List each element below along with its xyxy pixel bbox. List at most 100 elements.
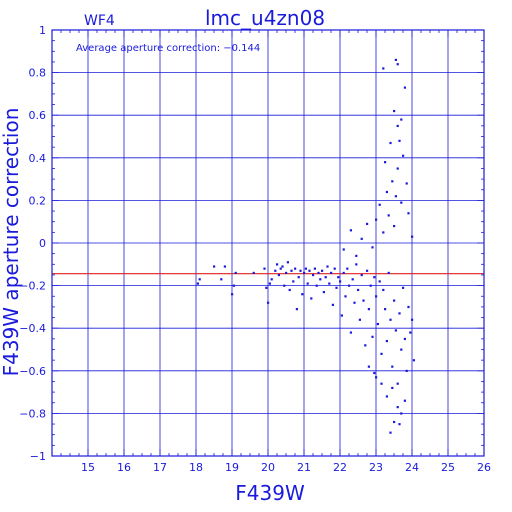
data-point xyxy=(405,182,408,185)
data-point xyxy=(313,267,316,270)
plot-frame xyxy=(51,29,485,457)
y-tick-label: 0 xyxy=(39,237,46,250)
data-point xyxy=(398,139,401,142)
data-point xyxy=(396,167,399,170)
data-point xyxy=(403,337,406,341)
data-point xyxy=(315,284,318,287)
data-point xyxy=(324,276,327,279)
data-point xyxy=(396,124,399,128)
data-point xyxy=(344,295,347,298)
data-point xyxy=(357,288,360,292)
data-point xyxy=(385,339,388,343)
data-point xyxy=(366,269,369,272)
data-point xyxy=(367,365,370,368)
y-tick-label: −0.2 xyxy=(19,280,46,293)
data-point xyxy=(400,118,403,121)
x-tick-label: 16 xyxy=(117,461,131,474)
data-point xyxy=(393,109,396,113)
y-tick-label: −0.6 xyxy=(19,365,46,378)
x-tick-label: 22 xyxy=(333,461,347,474)
data-point xyxy=(391,386,394,390)
data-point xyxy=(306,282,309,285)
data-point xyxy=(405,369,408,372)
x-tick-label: 20 xyxy=(261,461,275,474)
data-point xyxy=(382,231,385,234)
data-point xyxy=(263,267,266,270)
data-point xyxy=(382,67,385,70)
x-tick-label: 17 xyxy=(153,461,167,474)
data-point xyxy=(398,423,401,426)
data-point xyxy=(317,271,320,275)
data-point xyxy=(283,284,286,287)
data-point xyxy=(380,352,383,355)
y-tick-label: 0.2 xyxy=(29,194,47,207)
data-point xyxy=(409,331,412,334)
data-point xyxy=(301,293,304,296)
y-tick-label: 0.6 xyxy=(29,109,47,122)
data-point xyxy=(281,265,284,268)
data-point xyxy=(371,246,374,249)
data-point xyxy=(353,301,356,304)
data-point xyxy=(389,431,392,434)
y-tick-label: 0.8 xyxy=(29,67,47,80)
y-tick-label: 0.4 xyxy=(29,152,47,165)
data-point xyxy=(384,161,387,164)
data-point xyxy=(322,290,325,294)
data-point xyxy=(393,299,396,302)
data-point xyxy=(342,271,345,275)
data-point xyxy=(411,235,414,238)
data-point xyxy=(387,214,390,217)
data-point xyxy=(373,371,376,375)
data-point xyxy=(326,265,329,268)
data-point xyxy=(412,359,415,362)
data-point xyxy=(196,282,199,285)
data-point xyxy=(407,212,410,215)
data-point xyxy=(349,331,352,334)
data-point xyxy=(231,293,234,296)
data-point xyxy=(389,141,392,145)
data-point xyxy=(362,299,365,302)
data-point xyxy=(360,237,363,240)
data-point xyxy=(375,376,378,379)
data-point xyxy=(393,420,396,424)
data-point xyxy=(400,348,403,351)
data-point xyxy=(198,278,201,281)
data-point xyxy=(292,280,295,283)
data-point xyxy=(380,382,383,385)
x-tick-label: 15 xyxy=(81,461,95,474)
data-point xyxy=(400,201,403,204)
panel-label: WF4 xyxy=(84,13,115,29)
data-point xyxy=(276,263,279,266)
data-point xyxy=(333,267,336,270)
data-point xyxy=(369,284,372,287)
data-point xyxy=(213,265,216,268)
data-point xyxy=(373,276,376,279)
data-point xyxy=(286,261,289,264)
data-point xyxy=(234,271,237,275)
data-point xyxy=(351,278,354,281)
grid xyxy=(52,29,485,457)
data-point xyxy=(387,271,390,275)
data-point xyxy=(310,297,313,300)
data-point xyxy=(252,271,255,275)
data-point xyxy=(389,318,392,321)
data-point xyxy=(411,318,414,321)
data-point xyxy=(304,267,307,270)
data-point xyxy=(232,284,235,287)
data-point xyxy=(384,308,387,311)
data-point xyxy=(288,288,291,292)
data-point xyxy=(375,295,378,298)
data-point xyxy=(335,286,338,289)
data-point xyxy=(364,344,367,347)
y-tick-labels: −1 −0.8 −0.6 −0.4 −0.2 0 0.2 0.4 0.6 0.8 1 xyxy=(19,24,46,463)
data-point xyxy=(402,154,405,157)
data-point xyxy=(299,269,302,272)
x-tick-labels: 15 16 17 18 19 20 21 22 23 24 25 26 xyxy=(81,461,491,474)
data-point xyxy=(394,195,397,198)
y-tick-label: 1 xyxy=(39,24,46,37)
data-point xyxy=(394,58,397,62)
data-point xyxy=(223,265,226,268)
data-point xyxy=(402,286,405,289)
data-point xyxy=(367,308,370,311)
